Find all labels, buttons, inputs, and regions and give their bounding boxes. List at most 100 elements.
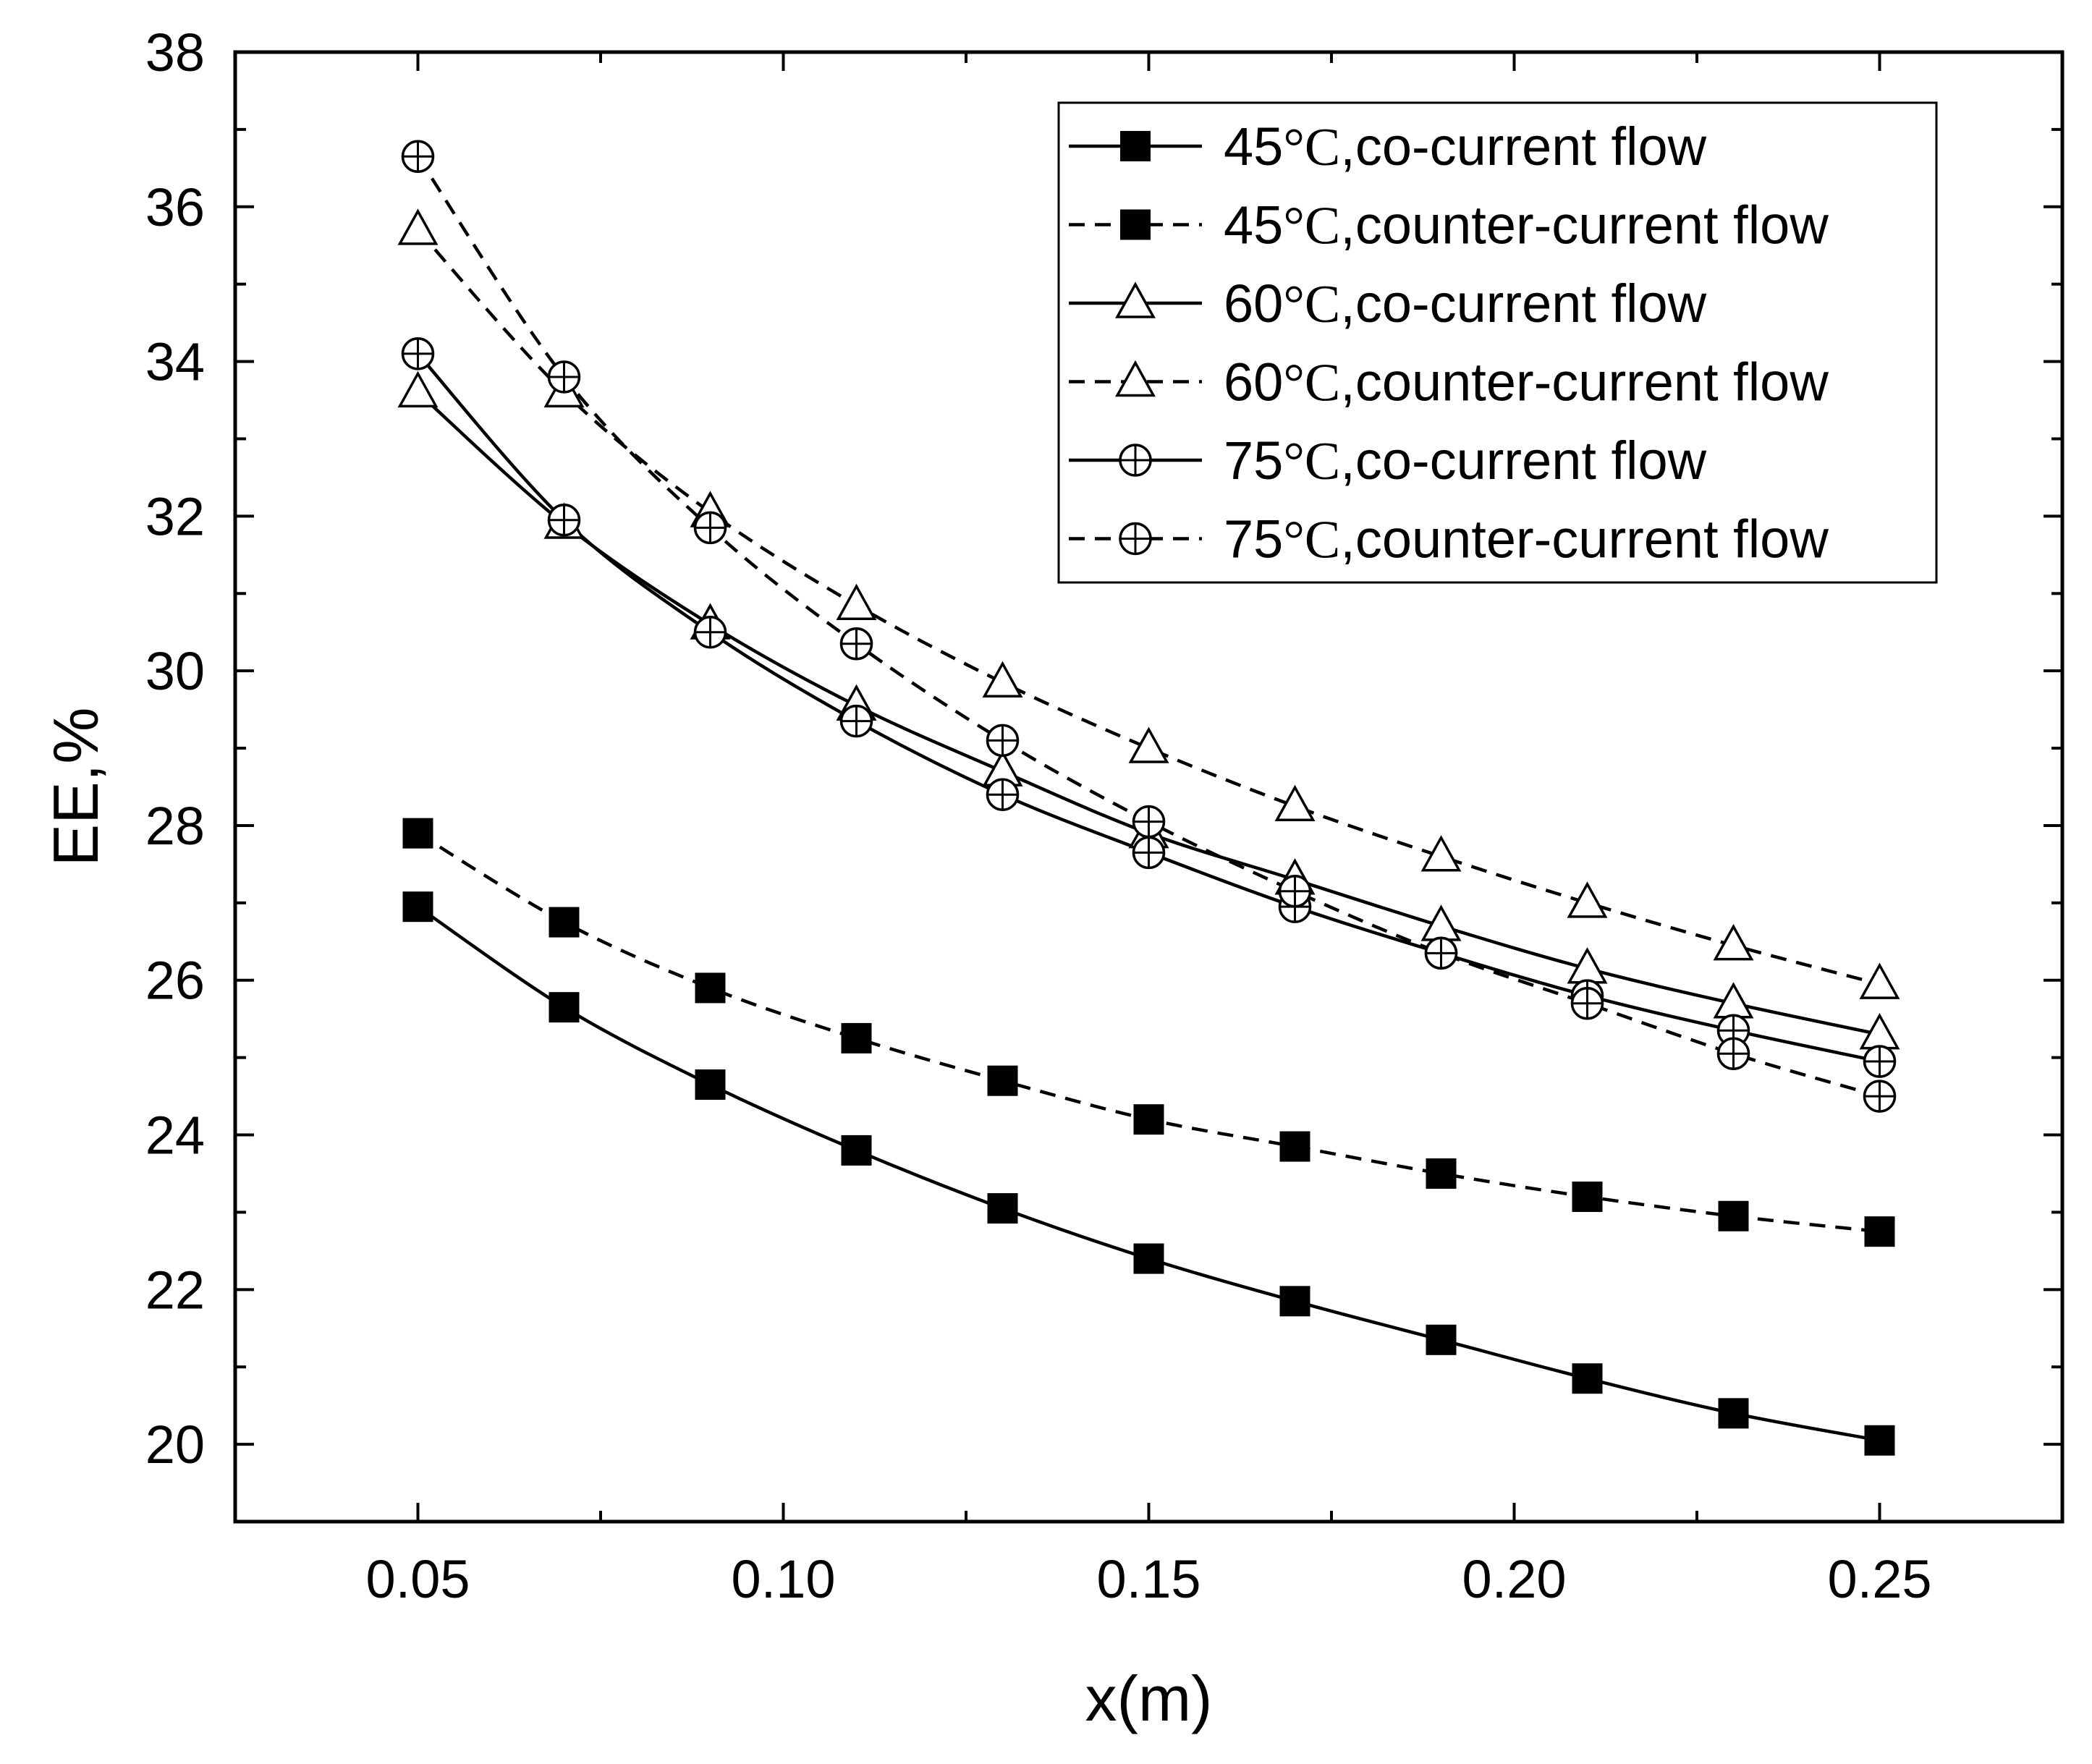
data-point-series-3 [1567, 881, 1608, 918]
data-point-series-1 [402, 818, 433, 849]
data-point-series-1 [1279, 1131, 1310, 1162]
series-line-4 [416, 352, 1880, 1064]
data-point-series-4 [547, 503, 581, 537]
legend-label-flow: ,counter-current flow [1340, 195, 1829, 255]
data-point-series-5 [1716, 1037, 1750, 1071]
square-marker-shape [695, 1069, 726, 1101]
x-axis-title: x(m) [1085, 1663, 1213, 1734]
y-tick-label: 30 [145, 641, 205, 701]
legend-marker [1115, 360, 1156, 397]
x-tick-label: 0.05 [365, 1549, 470, 1609]
y-tick-label: 32 [145, 486, 205, 546]
data-point-series-3 [1128, 726, 1169, 763]
legend-label: 45°C,co-current flow [1224, 116, 1707, 177]
legend-label: 75°C,counter-current flow [1224, 509, 1829, 570]
data-point-series-4 [1132, 836, 1166, 870]
legend: 45°C,co-current flow45°C,counter-current… [1057, 101, 1938, 584]
data-point-series-5 [547, 360, 581, 394]
axis-ticks-layer [234, 51, 2064, 1523]
y-tick-label: 20 [145, 1415, 205, 1475]
data-point-series-0 [987, 1193, 1018, 1224]
legend-marker [1119, 522, 1152, 556]
y-tick-label: 26 [145, 951, 205, 1011]
legend-label-unit: °C [1283, 432, 1340, 491]
legend-label: 60°C,co-current flow [1224, 273, 1707, 334]
triangle-marker-shape [1274, 784, 1316, 821]
legend-item: 60°C,co-current flow [1069, 273, 1707, 334]
square-marker-shape [1864, 1216, 1895, 1247]
data-point-series-0 [1426, 1324, 1457, 1355]
square-marker-shape [841, 1022, 872, 1053]
square-marker-shape [1426, 1324, 1457, 1355]
triangle-marker-shape [1128, 726, 1169, 763]
series-line-1 [417, 831, 1880, 1234]
legend-marker [1119, 444, 1152, 477]
triangle-marker-shape [1420, 835, 1462, 872]
triangle-marker-shape [1859, 962, 1900, 999]
legend-label: 75°C,co-current flow [1224, 431, 1707, 491]
y-tick-label: 22 [145, 1260, 205, 1320]
square-marker-shape [1426, 1158, 1457, 1189]
square-marker-shape [1120, 209, 1151, 240]
square-marker-shape [549, 992, 580, 1023]
legend-label-unit: °C [1283, 118, 1340, 177]
data-point-series-5 [1863, 1080, 1897, 1113]
tick-labels-layer: 0.05 0.10 0.15 0.20 0.25 20 22 24 26 28 30 32 34 36 38 [145, 22, 1932, 1609]
data-point-series-3 [1274, 784, 1316, 821]
triangle-marker-shape [1713, 924, 1754, 961]
legend-label-flow: ,counter-current flow [1340, 509, 1829, 569]
x-tick-label: 0.10 [731, 1549, 835, 1609]
legend-item: 45°C,counter-current flow [1069, 195, 1829, 256]
legend-item: 75°C,counter-current flow [1069, 509, 1829, 570]
series-line-5 [416, 156, 1881, 1098]
square-marker-shape [841, 1135, 872, 1166]
square-marker-shape [1133, 1104, 1164, 1135]
data-point-series-5 [986, 724, 1020, 758]
square-marker-shape [987, 1065, 1018, 1096]
data-point-series-4 [986, 778, 1020, 811]
legend-item: 75°C,co-current flow [1069, 431, 1707, 491]
legend-label-unit: °C [1283, 275, 1340, 334]
legend-label-flow: ,co-current flow [1340, 431, 1706, 491]
legend-label: 45°C,counter-current flow [1224, 195, 1829, 256]
data-point-series-0 [1718, 1398, 1749, 1429]
x-tick-label: 0.15 [1096, 1549, 1200, 1609]
data-point-series-1 [987, 1065, 1018, 1096]
data-point-series-5 [1132, 805, 1166, 839]
legend-label-temp: 45 [1224, 116, 1283, 177]
legend-label-unit: °C [1283, 197, 1340, 256]
square-marker-shape [1864, 1425, 1895, 1456]
data-point-series-0 [695, 1069, 726, 1101]
legend-label-temp: 75 [1224, 509, 1283, 569]
data-point-series-1 [549, 907, 580, 938]
legend-label-unit: °C [1283, 511, 1340, 570]
triangle-marker-shape [1567, 881, 1608, 918]
legend-box [1057, 101, 1938, 584]
triangle-marker-shape [1115, 281, 1156, 318]
data-point-series-0 [1572, 1363, 1603, 1394]
y-tick-label: 36 [145, 177, 205, 237]
data-point-series-1 [1426, 1158, 1457, 1189]
data-point-series-0 [1133, 1243, 1164, 1274]
y-tick-label: 38 [145, 22, 205, 82]
square-marker-shape [1279, 1131, 1310, 1162]
legend-label-temp: 60 [1224, 352, 1283, 412]
square-marker-shape [402, 818, 433, 849]
legend-marker [1115, 281, 1156, 318]
square-marker-shape [695, 972, 726, 1004]
legend-item: 45°C,co-current flow [1069, 116, 1707, 177]
data-point-series-0 [1279, 1286, 1310, 1317]
square-marker-shape [987, 1193, 1018, 1224]
series-markers-layer [397, 140, 1900, 1456]
y-tick-label: 34 [145, 332, 205, 392]
legend-label-temp: 75 [1224, 431, 1283, 491]
data-point-series-5 [401, 140, 435, 174]
square-marker-shape [402, 891, 433, 923]
square-marker-shape [1133, 1243, 1164, 1274]
square-marker-shape [1718, 1200, 1749, 1231]
y-tick-label: 24 [145, 1106, 205, 1166]
data-point-series-1 [695, 972, 726, 1004]
square-marker-shape [1572, 1363, 1603, 1394]
